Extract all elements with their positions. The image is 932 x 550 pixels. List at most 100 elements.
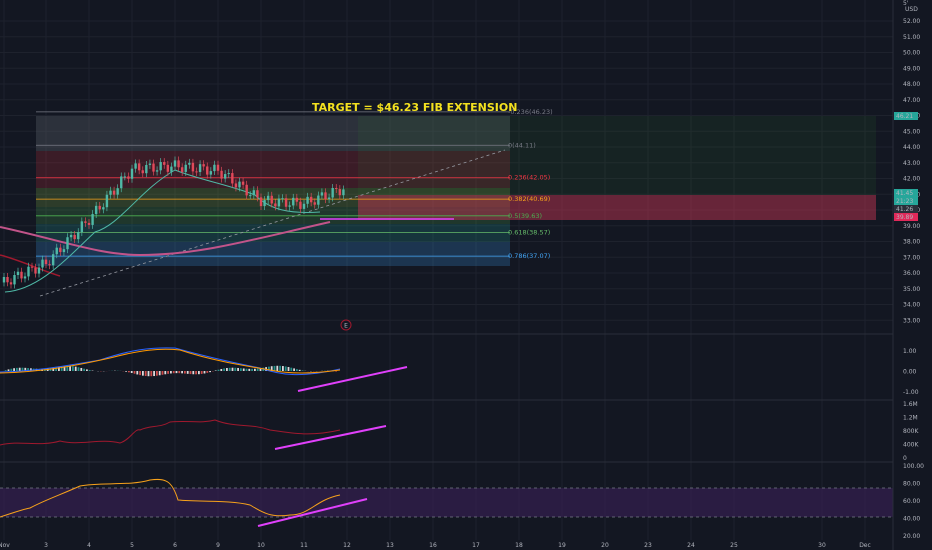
indicator-tick-label: 400K — [903, 442, 919, 449]
price-tick-label: 34.00 — [903, 302, 920, 309]
candle — [80, 217, 84, 237]
candle — [198, 160, 202, 176]
macd-bar — [200, 371, 203, 374]
candle — [177, 156, 180, 172]
time-tick-label: 3 — [44, 542, 48, 549]
candle — [299, 197, 302, 213]
candle — [13, 271, 16, 289]
price-badge: 46.21 — [894, 112, 918, 120]
macd-bar — [7, 369, 10, 371]
earnings-marker[interactable]: E — [340, 319, 352, 331]
macd-bar — [217, 369, 220, 371]
macd-bar — [16, 367, 18, 371]
candle — [331, 184, 334, 202]
price-tick-label: 47.00 — [903, 97, 920, 104]
candle — [209, 167, 213, 179]
candle — [44, 255, 48, 269]
time-tick-label: 23 — [644, 542, 652, 549]
macd-bar — [74, 366, 77, 371]
macd-bar — [189, 371, 192, 375]
macd-bar — [282, 366, 284, 371]
svg-text:21:23: 21:23 — [896, 198, 913, 205]
candle — [306, 192, 309, 208]
indicator-tick-label: 80.00 — [903, 481, 920, 488]
fib-levels: -0.236(46.23) 0(44.11) 0.236(42.05) 0.382(4… — [36, 108, 553, 260]
target-annotation: TARGET = $46.23 FIB EXTENSION — [312, 101, 517, 114]
indicator-tick-label: 1.00 — [903, 348, 917, 355]
indicator-tick-label: 0 — [903, 455, 907, 462]
macd-bar — [80, 367, 83, 371]
macd-bar — [18, 367, 21, 371]
time-tick-label: 13 — [386, 542, 394, 549]
macd-bar — [172, 371, 175, 374]
macd-bar — [284, 366, 287, 371]
time-tick-label: 16 — [429, 542, 437, 549]
candle — [62, 245, 66, 257]
candle — [213, 160, 216, 176]
candle — [34, 263, 37, 278]
candle — [59, 243, 62, 257]
candle — [216, 160, 220, 175]
candle — [37, 263, 41, 278]
macd-bar — [63, 365, 66, 371]
time-tick-label: 6 — [173, 542, 177, 549]
macd-bar — [298, 369, 301, 371]
price-tick-label: 50.00 — [903, 50, 920, 57]
indicator-tick-label: 800K — [903, 428, 919, 435]
indicator-tick-label: 100.00 — [903, 463, 924, 470]
volume-divergence-line — [274, 425, 387, 450]
macd-bar — [237, 367, 239, 371]
candle — [51, 250, 55, 270]
price-badge: 39.89 — [894, 213, 918, 221]
rsi-divergence-line — [257, 498, 368, 527]
time-tick-label: 19 — [558, 542, 566, 549]
price-tick-label: 33.00 — [903, 317, 920, 324]
macd-bar — [164, 371, 167, 375]
macd-bar — [203, 371, 206, 374]
candle — [249, 191, 252, 200]
candle — [77, 228, 80, 244]
candle — [245, 180, 248, 200]
macd-bar — [24, 367, 27, 371]
candle — [266, 191, 270, 205]
svg-text:41.45: 41.45 — [896, 190, 913, 197]
candle — [94, 201, 98, 218]
price-badge: 41.26 — [894, 205, 918, 213]
macd-bar — [184, 371, 186, 374]
candle — [16, 267, 20, 279]
indicator-tick-label: 0.00 — [903, 369, 917, 376]
macd-bar — [335, 371, 337, 372]
candle — [55, 243, 58, 259]
candle — [184, 160, 187, 176]
fib-label: 0(44.11) — [508, 141, 536, 149]
indicator-tick-label: 1.2M — [903, 415, 918, 422]
candle — [141, 166, 144, 178]
macd-bar — [254, 368, 256, 371]
candle — [295, 193, 299, 206]
candle — [6, 273, 9, 287]
time-tick-label: 5 — [130, 542, 134, 549]
candle — [327, 193, 331, 204]
candle — [27, 262, 30, 281]
candle — [41, 255, 44, 272]
macd-bar — [150, 371, 153, 377]
indicator-tick-label: -1.00 — [903, 389, 919, 396]
fib-label: 0.382(40.69) — [508, 195, 550, 203]
time-tick-label: 12 — [343, 542, 351, 549]
macd-bar — [69, 365, 71, 371]
candle — [145, 161, 148, 178]
macd-bar — [60, 366, 63, 371]
macd-bar — [125, 371, 127, 372]
candle — [84, 217, 87, 227]
macd-bar — [296, 369, 298, 371]
macd-bar — [130, 371, 133, 374]
time-tick-label: 10 — [257, 542, 265, 549]
indicator-tick-label: 1.6M — [903, 401, 918, 408]
candle — [309, 192, 313, 207]
candle — [259, 193, 263, 210]
candle — [87, 218, 91, 229]
price-tick-label: 52.00 — [903, 18, 920, 25]
time-tick-label: 11 — [300, 542, 308, 549]
candle — [102, 203, 105, 214]
